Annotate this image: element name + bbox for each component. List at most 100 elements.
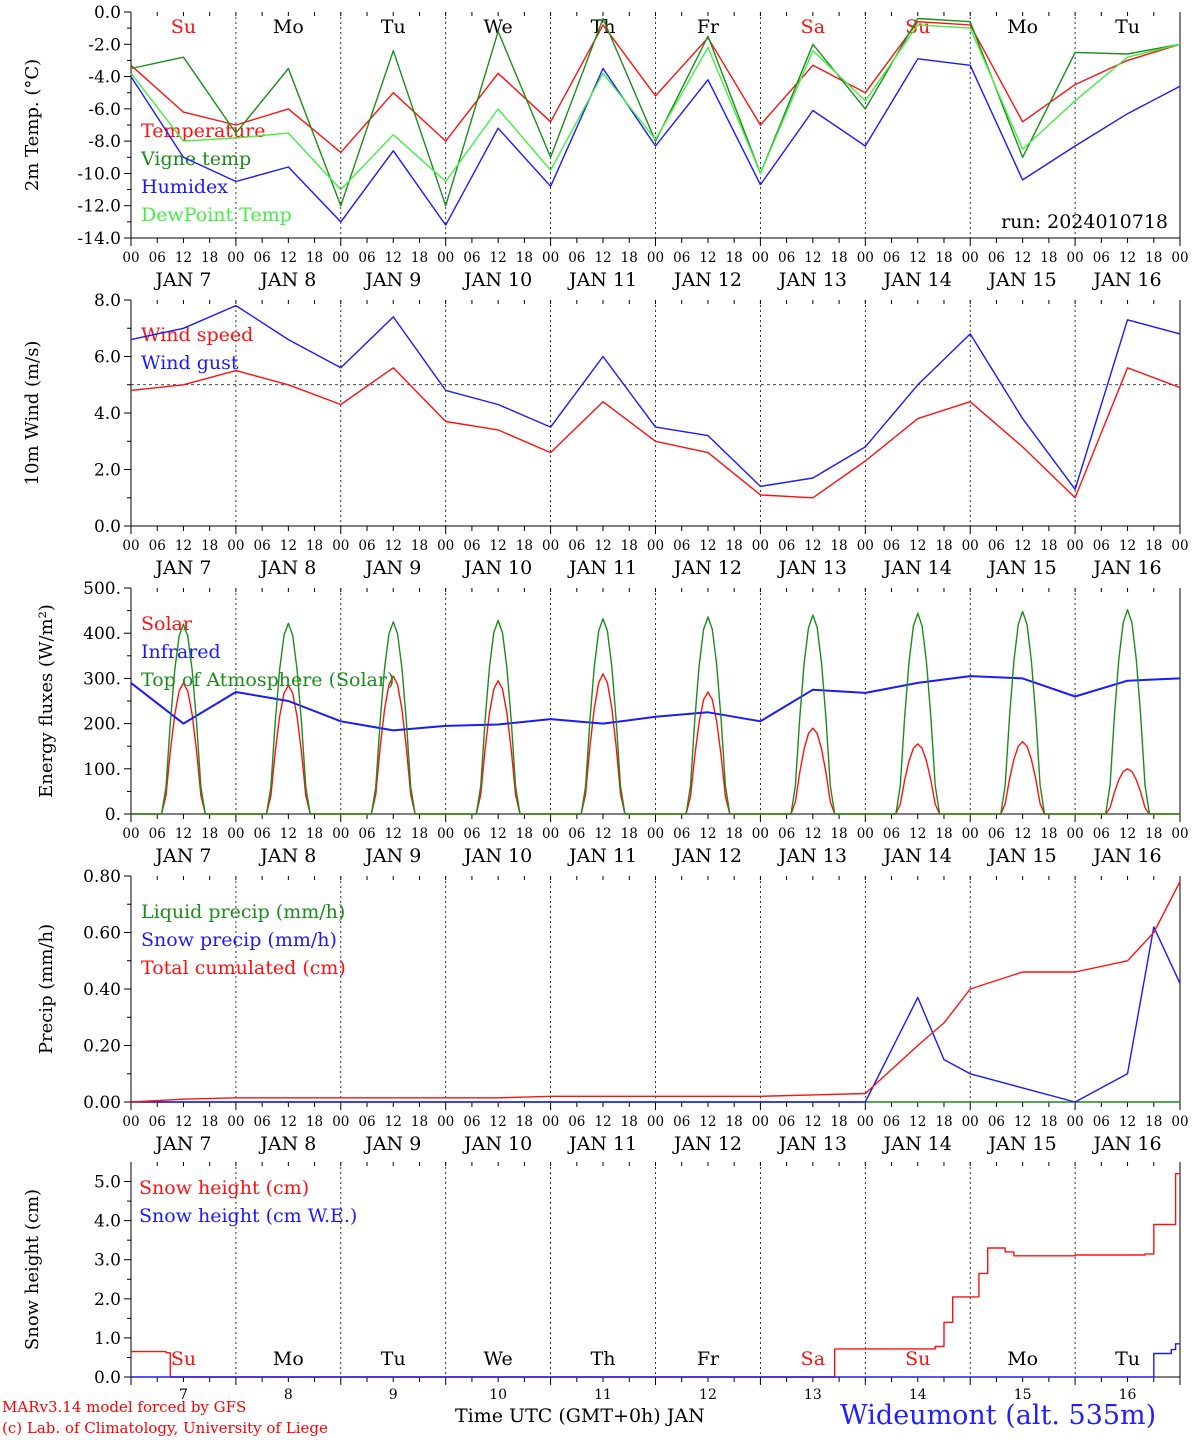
hour-tick-label: 06 xyxy=(988,826,1005,842)
hour-tick-label: 06 xyxy=(1093,538,1110,554)
hour-tick-label: 06 xyxy=(778,1114,795,1130)
hour-tick-label: 00 xyxy=(647,538,664,554)
legend-entry: Top of Atmosphere (Solar) xyxy=(141,669,394,691)
hour-tick-label: 12 xyxy=(1014,538,1031,554)
hour-tick-label: 18 xyxy=(935,250,952,266)
hour-tick-label: 12 xyxy=(280,538,297,554)
hour-tick-label: 00 xyxy=(332,826,349,842)
weekday-label: Tu xyxy=(1115,1348,1140,1370)
y-axis-label: 2m Temp. (°C) xyxy=(22,59,43,191)
hour-tick-label: 18 xyxy=(621,538,638,554)
model-credit: MARv3.14 model forced by GFS xyxy=(2,1398,247,1416)
series-line-1 xyxy=(130,367,1181,499)
hour-tick-label: 12 xyxy=(699,250,716,266)
y-axis-label: 10m Wind (m/s) xyxy=(22,341,43,486)
hour-tick-label: 18 xyxy=(306,1114,323,1130)
y-tick-label: 0.0 xyxy=(94,517,121,537)
hour-tick-label: 00 xyxy=(1171,826,1188,842)
day-number-label: 15 xyxy=(1014,1387,1032,1403)
hour-tick-label: 00 xyxy=(542,538,559,554)
day-number-label: 11 xyxy=(594,1387,612,1403)
date-label: JAN 10 xyxy=(462,269,532,291)
hour-tick-label: 12 xyxy=(804,538,821,554)
date-label: JAN 11 xyxy=(567,557,637,579)
hour-tick-label: 06 xyxy=(883,1114,900,1130)
hour-tick-label: 06 xyxy=(463,250,480,266)
date-label: JAN 11 xyxy=(567,269,637,291)
hour-tick-label: 06 xyxy=(1093,250,1110,266)
hour-tick-label: 18 xyxy=(411,826,428,842)
legend-entry: Wind speed xyxy=(141,324,253,346)
hour-tick-label: 18 xyxy=(1145,250,1162,266)
hour-tick-label: 18 xyxy=(830,826,847,842)
hour-tick-label: 18 xyxy=(621,250,638,266)
weekday-label: Sa xyxy=(801,1348,825,1370)
chart-panel-2: 8.0 6.0 4.0 2.0 0.0 10m Wind (m/s) 00 06 12 18 00 0… xyxy=(22,291,1189,579)
date-label: JAN 7 xyxy=(153,557,211,579)
hour-tick-label: 06 xyxy=(149,250,166,266)
series-line-2 xyxy=(131,926,1181,1103)
date-label: JAN 15 xyxy=(987,845,1057,867)
y-tick-label: 0.00 xyxy=(83,1093,121,1113)
hour-tick-label: 06 xyxy=(149,538,166,554)
date-label: JAN 8 xyxy=(258,557,316,579)
date-label: JAN 14 xyxy=(882,557,952,579)
hour-tick-label: 06 xyxy=(1093,1114,1110,1130)
date-label: JAN 9 xyxy=(363,845,421,867)
weekday-label: Tu xyxy=(1115,16,1140,38)
hour-tick-label: 06 xyxy=(673,1114,690,1130)
hour-tick-label: 18 xyxy=(411,1114,428,1130)
hour-tick-label: 12 xyxy=(1014,826,1031,842)
hour-tick-label: 18 xyxy=(1145,538,1162,554)
hour-tick-label: 00 xyxy=(1171,1114,1188,1130)
hour-tick-label: 06 xyxy=(673,826,690,842)
hour-tick-label: 12 xyxy=(175,538,192,554)
hour-tick-label: 18 xyxy=(1040,826,1057,842)
hour-tick-label: 18 xyxy=(935,826,952,842)
lab-credit: (c) Lab. of Climatology, University of L… xyxy=(2,1419,328,1437)
date-label: JAN 8 xyxy=(258,845,316,867)
date-label: JAN 8 xyxy=(258,1133,316,1155)
y-tick-label: -8.0 xyxy=(88,132,121,152)
hour-tick-label: 18 xyxy=(935,538,952,554)
weekday-label: Mo xyxy=(273,1348,304,1370)
y-tick-label: 0.60 xyxy=(83,924,121,944)
hour-tick-label: 00 xyxy=(437,538,454,554)
hour-tick-label: 12 xyxy=(490,538,507,554)
hour-tick-label: 06 xyxy=(358,826,375,842)
hour-tick-label: 06 xyxy=(883,250,900,266)
hour-tick-label: 18 xyxy=(306,826,323,842)
y-tick-label: -12.0 xyxy=(77,197,121,217)
hour-tick-label: 06 xyxy=(254,826,271,842)
date-label: JAN 13 xyxy=(777,845,847,867)
day-number-label: 12 xyxy=(699,1387,717,1403)
y-axis-label: Snow height (cm) xyxy=(22,1189,43,1350)
y-tick-label: 0.40 xyxy=(83,980,121,1000)
legend-entry: Total cumulated (cm) xyxy=(141,957,346,979)
hour-tick-label: 18 xyxy=(621,826,638,842)
hour-tick-label: 12 xyxy=(1119,826,1136,842)
hour-tick-label: 18 xyxy=(306,250,323,266)
hour-tick-label: 00 xyxy=(857,250,874,266)
series-line-3 xyxy=(130,881,1181,1103)
station-title: Wideumont (alt. 535m) xyxy=(840,1400,1157,1431)
legend-entry: Liquid precip (mm/h) xyxy=(141,901,345,923)
hour-tick-label: 06 xyxy=(358,250,375,266)
hour-tick-label: 00 xyxy=(857,538,874,554)
y-tick-label: 4.0 xyxy=(94,404,121,424)
hour-tick-label: 00 xyxy=(962,1114,979,1130)
time-axis-title: Time UTC (GMT+0h) JAN xyxy=(455,1405,705,1427)
hour-tick-label: 00 xyxy=(857,1114,874,1130)
weekday-label: Su xyxy=(905,1348,930,1370)
date-label: JAN 12 xyxy=(672,269,742,291)
weekday-label: Mo xyxy=(1007,1348,1038,1370)
hour-tick-label: 00 xyxy=(647,1114,664,1130)
hour-tick-label: 06 xyxy=(568,826,585,842)
y-tick-label: 0.0 xyxy=(94,1368,121,1388)
hour-tick-label: 12 xyxy=(385,538,402,554)
y-tick-label: 4.0 xyxy=(94,1212,121,1232)
hour-tick-label: 18 xyxy=(201,538,218,554)
hour-tick-label: 00 xyxy=(227,826,244,842)
hour-tick-label: 12 xyxy=(385,250,402,266)
date-label: JAN 15 xyxy=(987,1133,1057,1155)
